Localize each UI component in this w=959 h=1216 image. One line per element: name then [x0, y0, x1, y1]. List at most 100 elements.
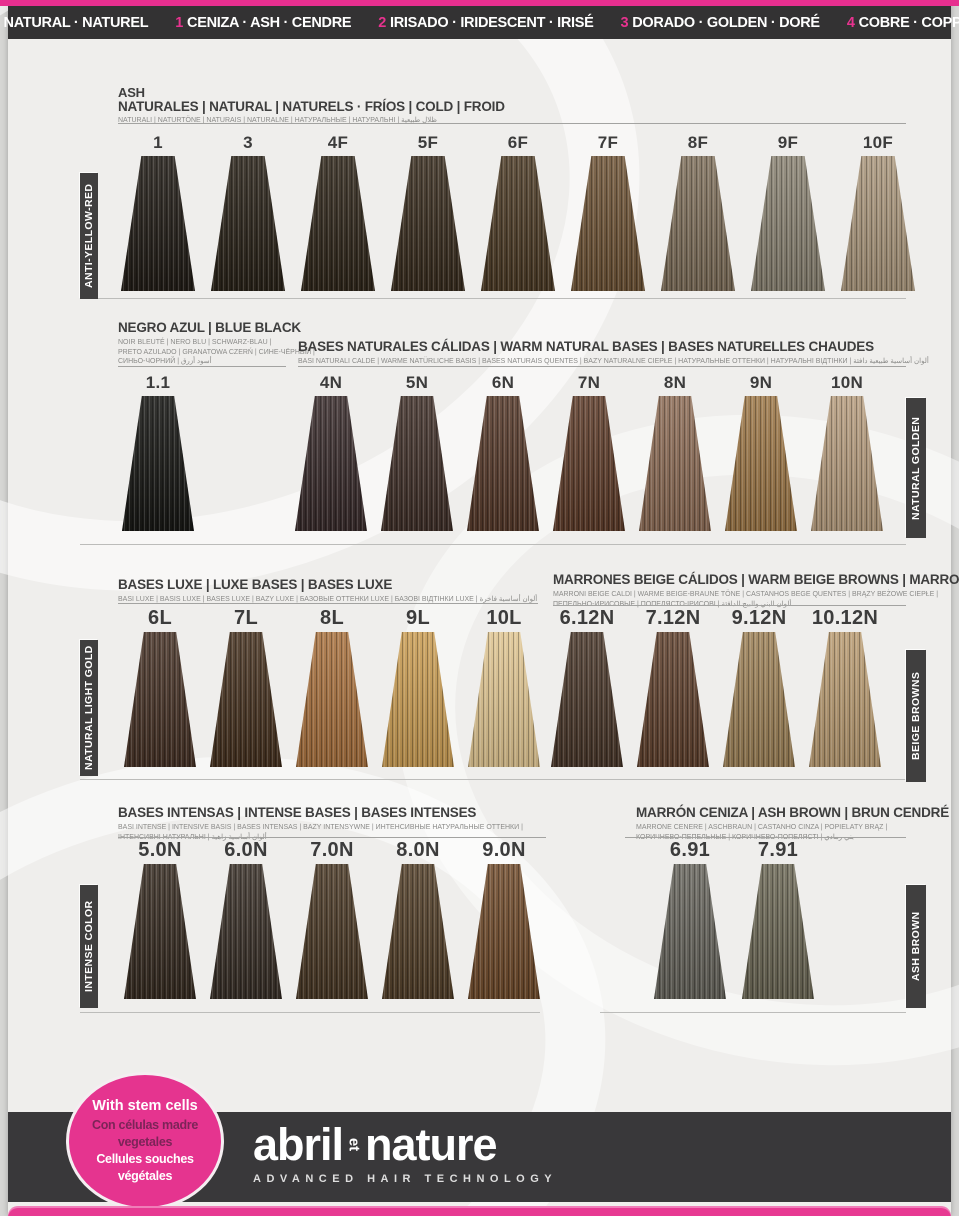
hair-swatch [211, 156, 285, 291]
swatch-row-luxe: 6L 7L 8L 9L 10L [117, 606, 547, 767]
hair-swatch [122, 396, 194, 531]
hair-swatch [654, 864, 726, 999]
swatch-row-ash-brown: 6.91 7.91 [647, 838, 821, 999]
section-header-blue-black: NEGRO AZUL | BLUE BLACK NOIR BLEUTÉ | NE… [118, 320, 315, 367]
swatch-cell: 9.12N [716, 606, 802, 767]
swatch-row-warm-natural: 4N 5N 6N 7N 8N 9N 10N [288, 372, 890, 531]
swatch-code-label: 9L [406, 607, 430, 629]
brand-logo: abril et nature ADVANCED HAIR TECHNOLOGY [253, 1122, 557, 1185]
swatch-code-label: 8.0N [396, 839, 440, 861]
swatch-cell: 7.12N [630, 606, 716, 767]
section-title: MARRONES BEIGE CÁLIDOS | WARM BEIGE BROW… [553, 572, 959, 587]
swatch-cell: 7N [546, 372, 632, 531]
hair-swatch [210, 864, 282, 999]
swatch-row-blue-black: 1.1 [115, 372, 201, 531]
hair-swatch [841, 156, 915, 291]
section-divider [80, 298, 906, 299]
legend-number: 3 [620, 14, 629, 31]
swatch-cell: 6F [473, 132, 563, 291]
swatch-code-label: 7N [577, 373, 601, 392]
header-rule [118, 603, 538, 604]
section-eyebrow: ASH [118, 85, 145, 100]
badge-line: Cellules souches végétales [96, 1151, 194, 1183]
header-rule [553, 605, 906, 606]
legend-number: 2 [378, 14, 387, 31]
swatch-code-label: 1 [153, 133, 163, 152]
swatch-code-label: 10L [486, 607, 522, 629]
swatch-code-label: 6F [507, 133, 529, 152]
legend-item: 0NATURAL · NATURAL · NATUREL [0, 14, 149, 31]
section-divider [600, 1012, 906, 1013]
swatch-code-label: 10N [830, 373, 864, 392]
legend-item: 3 DORADO · GOLDEN · DORÉ [620, 14, 821, 31]
badge-line: Con células madre vegetales [91, 1118, 199, 1149]
swatch-row-ash: 1 3 4F 5F 6F 7F 8F 9F 10F [113, 132, 923, 291]
swatch-code-label: 9.12N [731, 607, 787, 629]
swatch-code-label: 1.1 [145, 373, 171, 392]
hair-swatch [382, 864, 454, 999]
hair-swatch [571, 156, 645, 291]
header-rule [298, 366, 906, 367]
section-header-beige-browns: MARRONES BEIGE CÁLIDOS | WARM BEIGE BROW… [553, 572, 959, 609]
swatch-cell: 9F [743, 132, 833, 291]
swatch-cell: 1.1 [115, 372, 201, 531]
hair-swatch [639, 396, 711, 531]
swatch-code-label: 8F [687, 133, 709, 152]
hair-swatch [637, 632, 709, 767]
section-subtitle: BASI NATURALI CALDE | WARME NATÜRLICHE B… [298, 357, 929, 365]
top-pink-stripe [0, 0, 959, 6]
side-tab-ash-brown: ASH BROWN [906, 885, 926, 1008]
swatch-cell: 1 [113, 132, 203, 291]
swatch-cell: 9L [375, 606, 461, 767]
swatch-cell: 3 [203, 132, 293, 291]
section-divider [80, 779, 906, 780]
swatch-code-label: 9F [777, 133, 799, 152]
section-header-ash: ASH NATURALES | NATURAL | NATURELS · FRÍ… [118, 86, 505, 126]
legend-text: COBRE · COPPER · CUIVRE [858, 14, 959, 31]
swatch-code-label: 4N [319, 373, 343, 392]
legend-text: CENIZA · ASH · CENDRE [187, 14, 352, 31]
swatch-cell: 6.91 [647, 838, 733, 999]
legend-text: NATURAL · NATURAL · NATUREL [0, 14, 149, 31]
section-header-warm-natural: BASES NATURALES CÁLIDAS | WARM NATURAL B… [298, 339, 929, 367]
swatch-code-label: 5.0N [138, 839, 182, 861]
brand-et-mark: et [345, 1137, 363, 1152]
swatch-cell: 4N [288, 372, 374, 531]
hair-swatch [723, 632, 795, 767]
legend-text: DORADO · GOLDEN · DORÉ [632, 14, 820, 31]
swatch-cell: 8F [653, 132, 743, 291]
side-tab-natural-golden: NATURAL GOLDEN [906, 398, 926, 538]
brand-word-nature: nature [365, 1119, 498, 1170]
hair-swatch [296, 632, 368, 767]
header-rule [625, 837, 906, 838]
swatch-code-label: 6.12N [559, 607, 615, 629]
swatch-cell: 5F [383, 132, 473, 291]
swatch-code-label: 7L [234, 607, 258, 629]
swatch-cell: 6.0N [203, 838, 289, 999]
swatch-cell: 10F [833, 132, 923, 291]
badge-line: With stem cells [92, 1098, 198, 1115]
swatch-code-label: 7.91 [757, 839, 799, 861]
swatch-code-label: 7.12N [645, 607, 701, 629]
legend-item: 2 IRISADO · IRIDESCENT · IRISÉ [378, 14, 594, 31]
legend-item: 1 CENIZA · ASH · CENDRE [175, 15, 351, 31]
swatch-cell: 8L [289, 606, 375, 767]
hair-swatch [296, 864, 368, 999]
hair-swatch [381, 396, 453, 531]
swatch-row-beige-browns: 6.12N 7.12N 9.12N 10.12N [544, 606, 888, 767]
swatch-code-label: 9.0N [482, 839, 526, 861]
swatch-code-label: 6N [491, 373, 515, 392]
legend-number: 4 [846, 14, 855, 31]
brand-word-abril: abril [253, 1119, 344, 1170]
swatch-code-label: 6L [148, 607, 172, 629]
swatch-code-label: 9N [749, 373, 773, 392]
swatch-cell: 10N [804, 372, 890, 531]
swatch-code-label: 8L [320, 607, 344, 629]
hair-swatch [210, 632, 282, 767]
swatch-code-label: 3 [243, 133, 253, 152]
hair-swatch [124, 864, 196, 999]
hair-swatch [391, 156, 465, 291]
swatch-cell: 8.0N [375, 838, 461, 999]
hair-swatch [301, 156, 375, 291]
section-subtitle: NATURALI | NATURTÖNE | NATURAIS | NATURA… [118, 117, 437, 125]
